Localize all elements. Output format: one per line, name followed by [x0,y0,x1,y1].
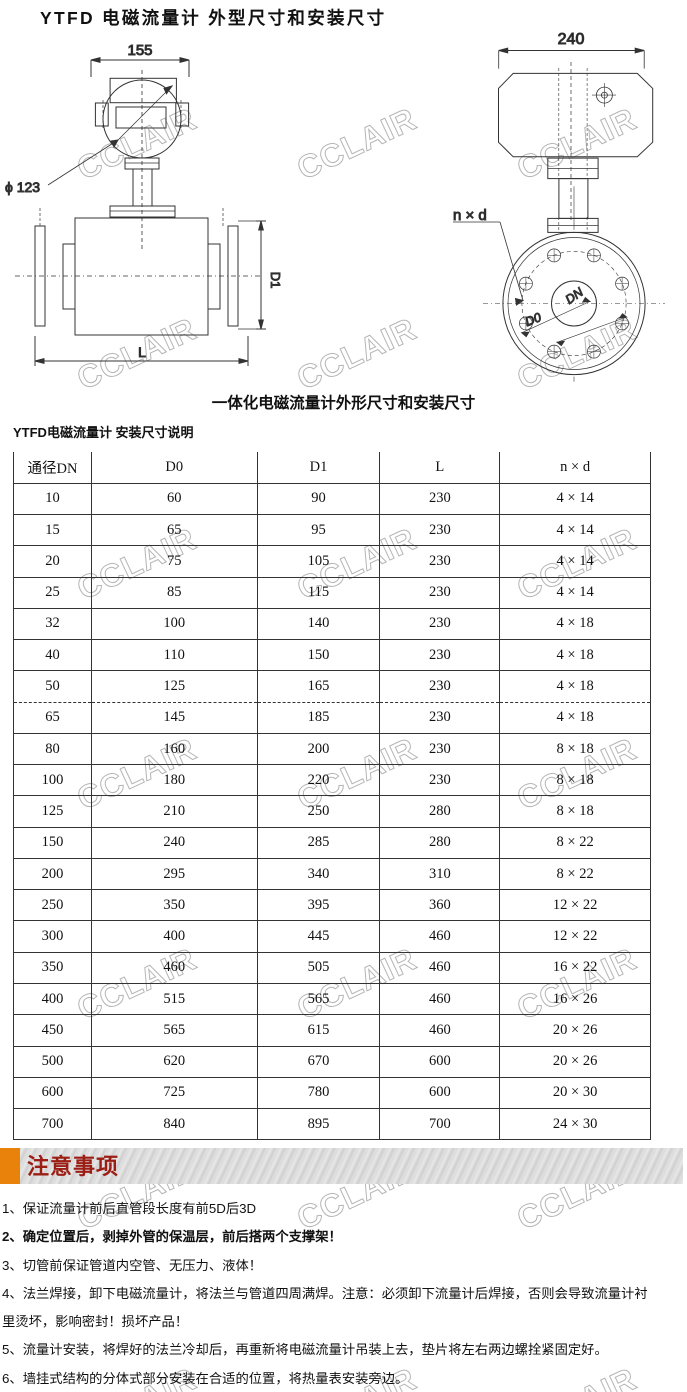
svg-text:D0: D0 [523,310,543,329]
svg-text:155: 155 [127,42,152,59]
svg-text:240: 240 [558,31,585,48]
svg-text:D1: D1 [268,272,283,289]
svg-text:n × d: n × d [453,207,487,224]
svg-text:ϕ 123: ϕ 123 [5,179,40,195]
svg-text:L: L [138,344,146,360]
